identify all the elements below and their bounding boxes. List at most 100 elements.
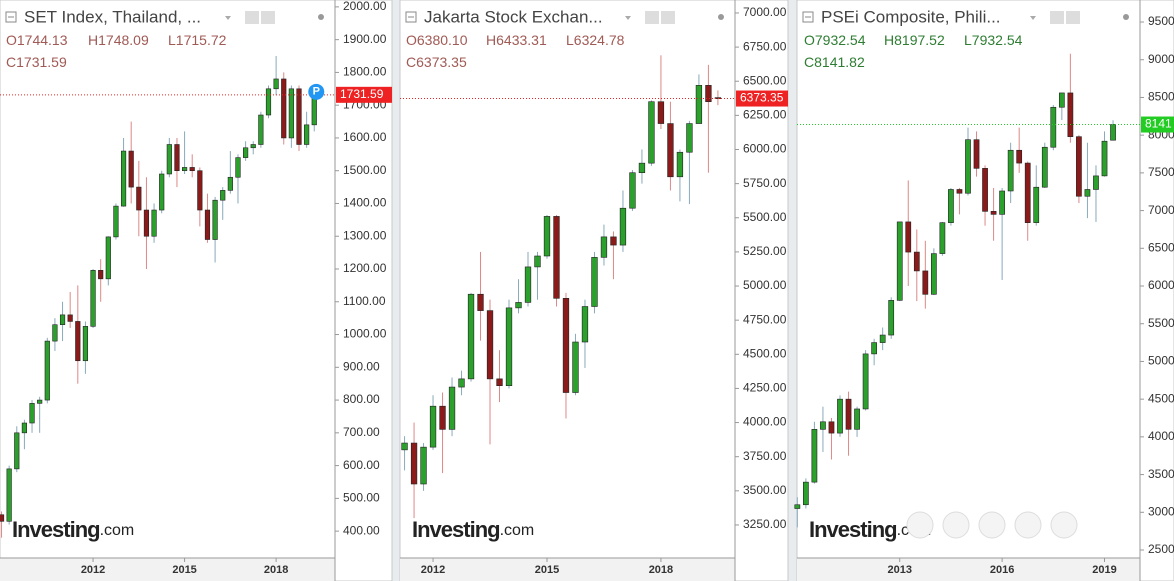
settings-button[interactable] <box>1066 11 1080 24</box>
x-tick-label: 2018 <box>264 564 288 576</box>
y-tick-label: 5000.00 <box>1148 354 1174 368</box>
zoom-button[interactable] <box>906 511 934 539</box>
candle-body <box>648 101 655 164</box>
candle-body <box>1101 140 1108 177</box>
dropdown-arrow[interactable] <box>1030 16 1036 20</box>
watermark: Investing.com <box>12 517 134 542</box>
candle-body <box>1084 189 1091 197</box>
y-tick-label: 500.00 <box>343 491 380 505</box>
candle-body <box>913 251 920 272</box>
visibility-button[interactable] <box>1050 11 1064 24</box>
candle-body <box>1024 162 1031 223</box>
y-tick-label: 6750.00 <box>743 39 787 53</box>
candle-body <box>151 209 157 237</box>
candle-body <box>90 270 96 327</box>
candle-body <box>220 190 226 201</box>
y-tick-label: 3250.00 <box>743 517 787 531</box>
ohlc-value: 8197.52 <box>894 32 945 48</box>
candle-body <box>189 167 195 172</box>
y-tick-label: 5500.00 <box>1148 316 1174 330</box>
ohlc-value: 1744.13 <box>17 32 68 48</box>
visibility-button[interactable] <box>645 11 659 24</box>
candle-body <box>410 442 418 485</box>
y-tick-label: 1500.00 <box>343 163 387 177</box>
chart-title: SET Index, Thailand, ... <box>24 7 201 26</box>
candle-body <box>401 442 408 451</box>
y-tick-label: 5750.00 <box>743 176 787 190</box>
zoom-button[interactable] <box>1050 511 1078 539</box>
x-tick-label: 2019 <box>1092 564 1116 576</box>
candle-body <box>828 421 835 434</box>
event-marker-label: P <box>313 86 320 98</box>
candle-body <box>1093 175 1099 190</box>
zoom-button[interactable] <box>1014 511 1042 539</box>
ohlc-value: 6324.78 <box>574 32 625 48</box>
y-tick-label: 1100.00 <box>343 294 386 308</box>
y-tick-label: 700.00 <box>343 425 380 439</box>
ohlc-label: H8197.52 <box>884 32 945 48</box>
chart-title: Jakarta Stock Exchan... <box>424 7 603 26</box>
ohlc-key: L <box>964 32 972 48</box>
candle-body <box>197 170 203 211</box>
ohlc-label: L6324.78 <box>566 32 625 48</box>
ohlc-key: L <box>566 32 574 48</box>
y-tick-label: 900.00 <box>343 359 380 373</box>
candle-body <box>695 85 703 124</box>
ohlc-key: C <box>406 54 416 70</box>
candle-body <box>553 216 560 299</box>
candle-body <box>896 221 903 301</box>
y-tick-label: 4000.00 <box>1148 429 1174 443</box>
y-tick-label: 5000.00 <box>743 278 787 292</box>
candle-body <box>181 167 188 172</box>
candle-body <box>44 340 50 401</box>
y-tick-label: 6000.00 <box>1148 278 1174 292</box>
x-tick-label: 2012 <box>421 564 445 576</box>
watermark-brand: Investing <box>809 517 897 542</box>
ohlc-value: 1748.09 <box>98 32 149 48</box>
candle-body <box>676 151 684 178</box>
candle-body <box>1076 136 1082 197</box>
settings-button[interactable] <box>261 11 275 24</box>
candle-body <box>667 123 674 178</box>
candle-body <box>52 324 58 342</box>
menu-dot[interactable] <box>718 14 724 20</box>
ohlc-key: C <box>6 54 16 70</box>
event-marker[interactable] <box>308 83 325 100</box>
candle-body <box>136 186 142 211</box>
zoom-button[interactable] <box>978 511 1006 539</box>
candle-body <box>128 150 134 188</box>
candle-body <box>1007 149 1014 192</box>
candle-body <box>166 144 172 175</box>
y-tick-label: 2500.00 <box>1148 542 1174 556</box>
dropdown-arrow[interactable] <box>625 16 631 20</box>
price-tag-label: 6373.35 <box>740 91 784 105</box>
candle-body <box>113 205 119 238</box>
candle-body <box>888 300 895 336</box>
settings-button[interactable] <box>661 11 675 24</box>
ohlc-value: 6380.10 <box>417 32 468 48</box>
visibility-button[interactable] <box>245 11 259 24</box>
y-tick-label: 1000.00 <box>343 327 387 341</box>
x-axis-strip <box>0 558 335 581</box>
y-tick-label: 4250.00 <box>743 381 787 395</box>
y-tick-label: 2000.00 <box>343 0 387 13</box>
dropdown-arrow[interactable] <box>225 16 231 20</box>
candle-body <box>973 139 980 169</box>
x-tick-label: 2015 <box>172 564 196 576</box>
candle-body <box>496 378 503 386</box>
candle-body <box>67 314 73 322</box>
candle-body <box>75 321 81 362</box>
candle-body <box>281 78 287 139</box>
ohlc-key: O <box>804 32 815 48</box>
y-tick-label: 9000.00 <box>1148 52 1174 66</box>
candle-body <box>610 236 617 246</box>
y-tick-label: 3500.00 <box>743 483 787 497</box>
menu-dot[interactable] <box>318 14 324 20</box>
candle-body <box>429 405 437 448</box>
menu-dot[interactable] <box>1123 14 1129 20</box>
candle-body <box>948 189 954 223</box>
zoom-button[interactable] <box>942 511 970 539</box>
candle-body <box>296 88 302 145</box>
ohlc-value: 6373.35 <box>416 54 467 70</box>
candle-body <box>572 341 579 393</box>
